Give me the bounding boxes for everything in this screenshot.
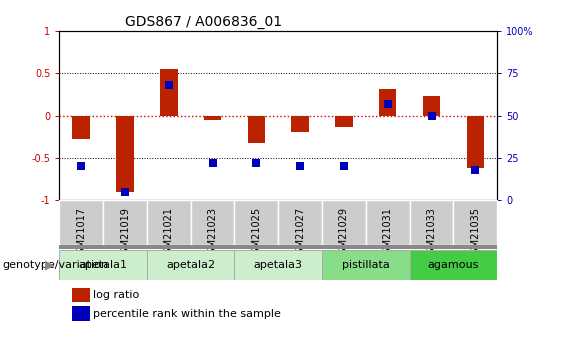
Text: GSM21027: GSM21027 [295,207,305,260]
Text: GSM21023: GSM21023 [207,207,218,260]
Bar [322,200,366,245]
Bar [59,200,103,245]
Text: agamous: agamous [428,260,479,269]
Text: GSM21017: GSM21017 [76,207,86,260]
Bar [366,200,410,245]
Text: pistillata: pistillata [342,260,390,269]
Bar [72,306,90,321]
Bar [234,200,278,245]
Bar [379,89,397,116]
Text: log ratio: log ratio [93,290,140,300]
Point [120,189,129,195]
Bar [322,250,410,279]
Point [427,113,436,118]
Bar [279,200,322,245]
Point [252,160,261,166]
Text: GSM21029: GSM21029 [339,207,349,260]
Bar [234,250,322,279]
Text: GSM21031: GSM21031 [383,207,393,260]
Text: apetala1: apetala1 [79,260,128,269]
Bar [247,116,265,142]
Bar [191,200,234,245]
Bar [147,250,234,279]
Bar [292,116,309,132]
Text: GSM21035: GSM21035 [470,207,480,260]
Bar [147,200,191,245]
Text: GSM21025: GSM21025 [251,207,262,260]
Bar [467,116,484,168]
Point [164,82,173,88]
Bar [72,116,90,139]
Bar [423,96,440,116]
Point [208,160,217,166]
Text: GDS867 / A006836_01: GDS867 / A006836_01 [125,14,282,29]
Text: apetala2: apetala2 [166,260,215,269]
Point [471,167,480,172]
Bar [103,200,147,245]
Bar [335,116,353,127]
Text: GSM21021: GSM21021 [164,207,174,260]
Text: ▶: ▶ [45,258,55,271]
Point [340,164,349,169]
Point [383,101,392,107]
Bar [410,250,497,279]
Bar [59,250,147,279]
Point [77,164,86,169]
Bar [72,288,90,302]
Bar [204,116,221,120]
Text: GSM21019: GSM21019 [120,207,130,260]
Text: genotype/variation: genotype/variation [3,260,109,269]
Bar [116,116,134,191]
Text: GSM21033: GSM21033 [427,207,437,260]
Text: apetala3: apetala3 [254,260,303,269]
Text: percentile rank within the sample: percentile rank within the sample [93,309,281,319]
Bar [410,200,453,245]
Point [295,164,305,169]
Bar [453,200,497,245]
Bar [160,69,177,116]
